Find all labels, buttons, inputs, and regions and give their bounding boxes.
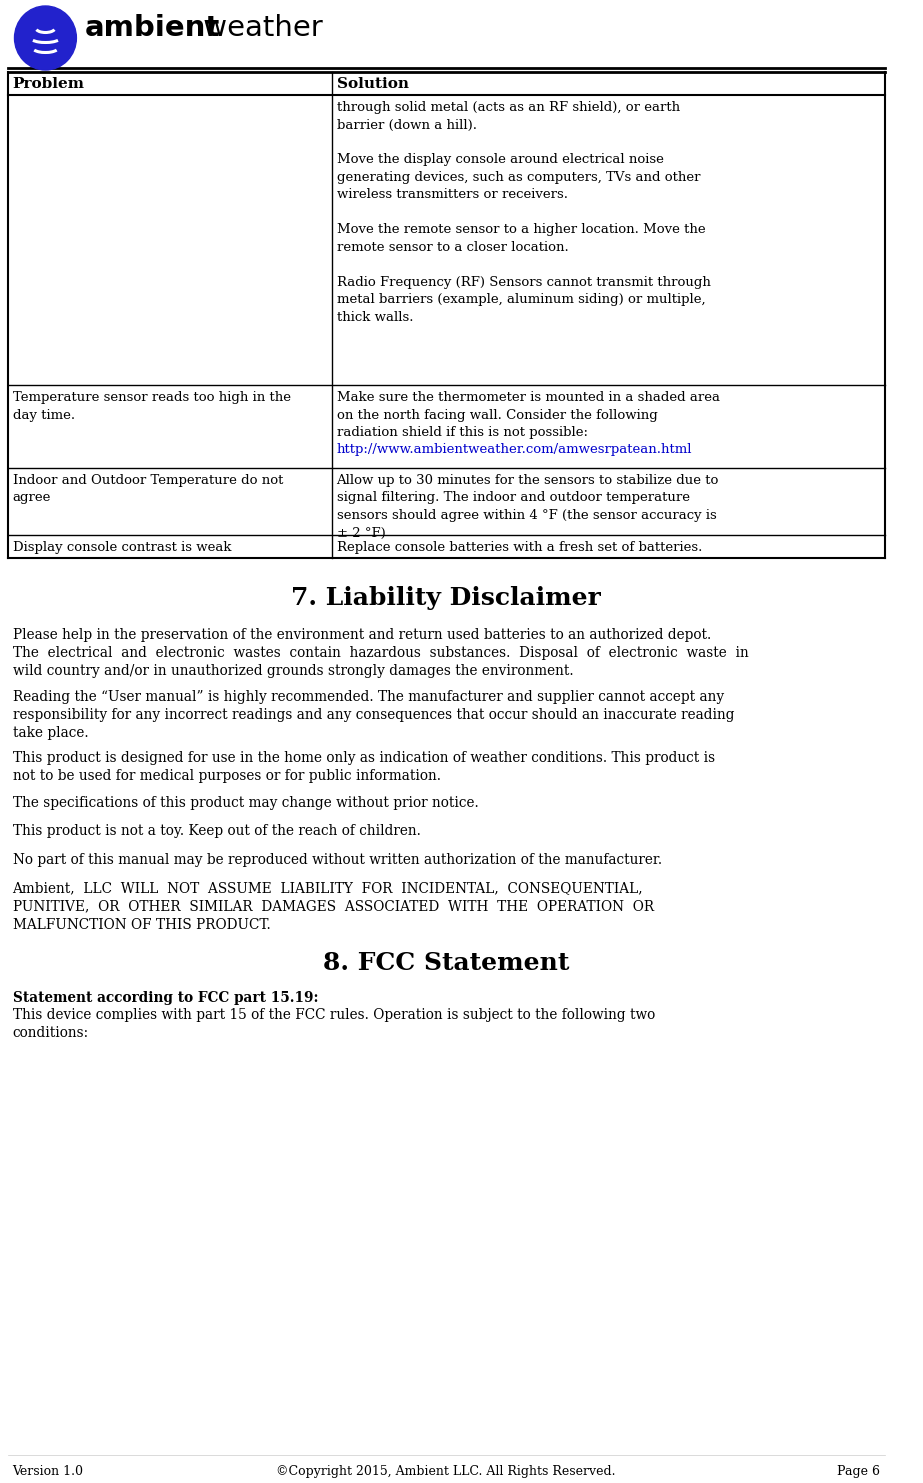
Text: Temperature sensor reads too high in the
day time.: Temperature sensor reads too high in the… bbox=[13, 392, 291, 421]
Text: Please help in the preservation of the environment and return used batteries to : Please help in the preservation of the e… bbox=[13, 627, 749, 678]
Text: 8. FCC Statement: 8. FCC Statement bbox=[322, 951, 569, 974]
Circle shape bbox=[15, 6, 77, 70]
Text: Replace console batteries with a fresh set of batteries.: Replace console batteries with a fresh s… bbox=[337, 541, 701, 555]
Text: Solution: Solution bbox=[337, 77, 409, 90]
Text: ©Copyright 2015, Ambient LLC. All Rights Reserved.: ©Copyright 2015, Ambient LLC. All Rights… bbox=[276, 1465, 616, 1479]
Text: This product is not a toy. Keep out of the reach of children.: This product is not a toy. Keep out of t… bbox=[13, 825, 421, 838]
Text: weather: weather bbox=[195, 13, 323, 42]
Text: Problem: Problem bbox=[13, 77, 85, 90]
Text: This product is designed for use in the home only as indication of weather condi: This product is designed for use in the … bbox=[13, 750, 714, 783]
Text: 7. Liability Disclaimer: 7. Liability Disclaimer bbox=[291, 586, 601, 610]
Text: Reading the “User manual” is highly recommended. The manufacturer and supplier c: Reading the “User manual” is highly reco… bbox=[13, 690, 734, 740]
Text: This device complies with part 15 of the FCC rules. Operation is subject to the : This device complies with part 15 of the… bbox=[13, 1008, 654, 1040]
Text: No part of this manual may be reproduced without written authorization of the ma: No part of this manual may be reproduced… bbox=[13, 853, 662, 868]
Text: Display console contrast is weak: Display console contrast is weak bbox=[13, 541, 231, 555]
Text: Version 1.0: Version 1.0 bbox=[13, 1465, 84, 1479]
Text: http://www.ambientweather.com/amwesrpatean.html: http://www.ambientweather.com/amwesrpate… bbox=[337, 443, 692, 455]
Text: The specifications of this product may change without prior notice.: The specifications of this product may c… bbox=[13, 796, 478, 810]
Text: Statement according to FCC part 15.19:: Statement according to FCC part 15.19: bbox=[13, 991, 318, 1005]
Text: through solid metal (acts as an RF shield), or earth
barrier (down a hill).

Mov: through solid metal (acts as an RF shiel… bbox=[337, 101, 711, 323]
Text: Make sure the thermometer is mounted in a shaded area
on the north facing wall. : Make sure the thermometer is mounted in … bbox=[337, 392, 720, 439]
Text: ambient: ambient bbox=[85, 13, 221, 42]
Text: Allow up to 30 minutes for the sensors to stabilize due to
signal filtering. The: Allow up to 30 minutes for the sensors t… bbox=[337, 475, 719, 540]
Text: Indoor and Outdoor Temperature do not
agree: Indoor and Outdoor Temperature do not ag… bbox=[13, 475, 283, 504]
Text: Ambient,  LLC  WILL  NOT  ASSUME  LIABILITY  FOR  INCIDENTAL,  CONSEQUENTIAL,
PU: Ambient, LLC WILL NOT ASSUME LIABILITY F… bbox=[13, 881, 653, 931]
Text: Page 6: Page 6 bbox=[837, 1465, 880, 1479]
